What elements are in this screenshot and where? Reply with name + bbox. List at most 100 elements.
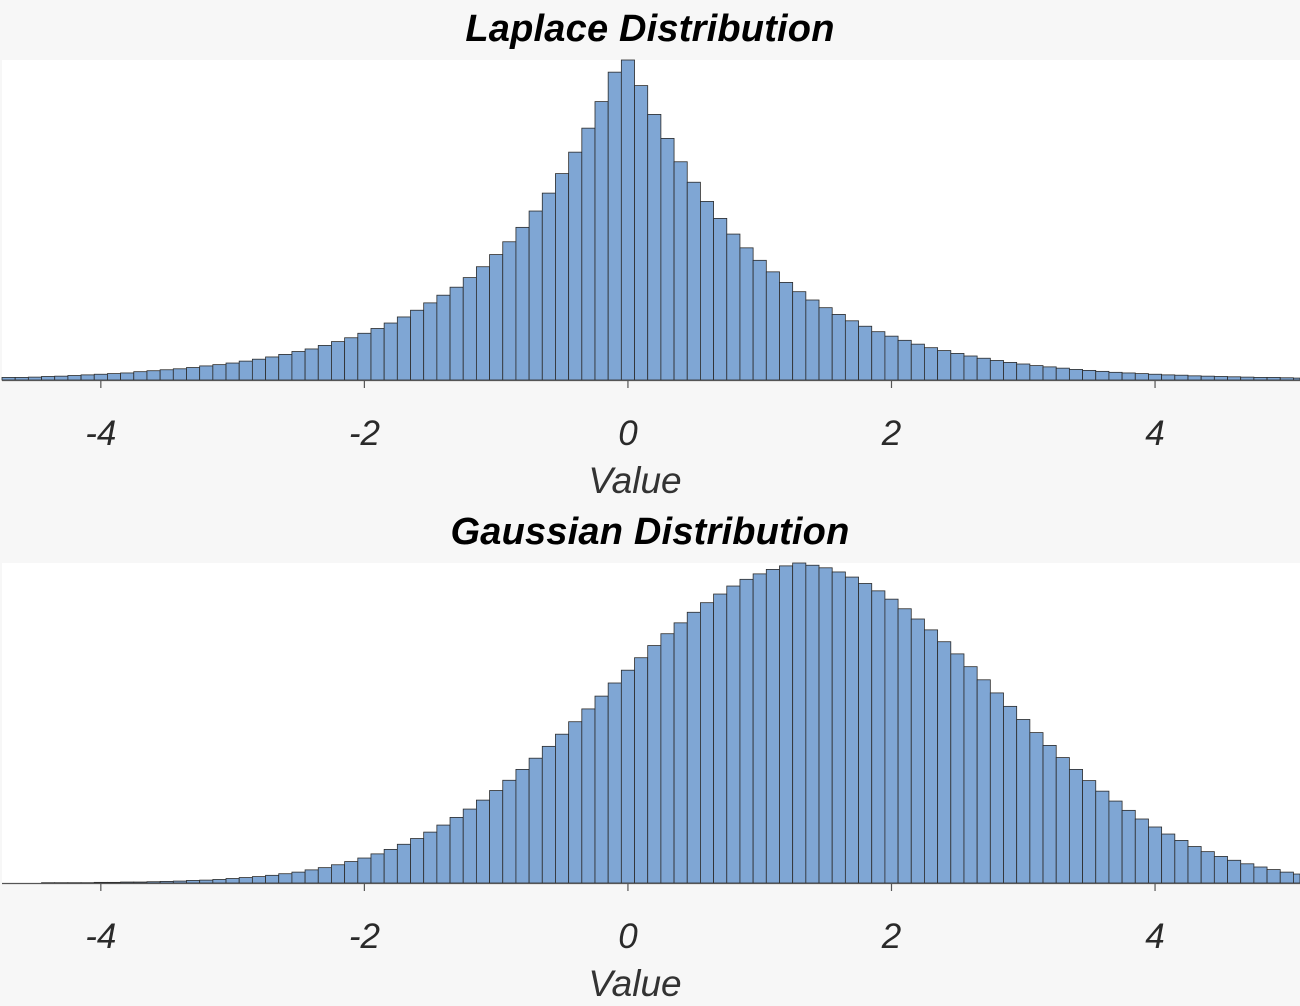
histogram-bar — [357, 857, 372, 884]
histogram-bar — [528, 757, 543, 884]
histogram-bar — [792, 291, 807, 381]
histogram-bar — [317, 867, 332, 884]
histogram-bar — [765, 271, 780, 381]
histogram-bar — [1121, 809, 1136, 884]
x-axis-label: Value — [588, 460, 682, 501]
histogram-bar — [673, 161, 688, 381]
histogram-bar — [1003, 361, 1018, 381]
histogram-bar — [159, 369, 174, 381]
histogram-bar — [726, 233, 741, 381]
histogram-bar — [924, 347, 939, 381]
histogram-bar — [1108, 371, 1123, 381]
histogram-bar — [831, 571, 846, 884]
histogram-bar — [871, 590, 886, 884]
x-tick-label: 2 — [881, 414, 901, 453]
histogram-bar — [1029, 365, 1044, 381]
histogram-bar — [383, 322, 398, 381]
histogram-bar — [1200, 851, 1215, 884]
x-tick-label: 0 — [618, 917, 638, 956]
histogram-bar — [515, 226, 530, 381]
histogram-bar — [344, 861, 359, 884]
histogram-bar — [133, 371, 148, 381]
histogram-bar — [331, 341, 346, 381]
histogram-bar — [779, 281, 794, 381]
histogram-bar — [1227, 859, 1242, 884]
histogram-bar — [963, 666, 978, 884]
histogram-bar — [568, 151, 583, 381]
histogram-bar — [80, 374, 95, 381]
histogram-bar — [1108, 800, 1123, 884]
histogram-bar — [410, 309, 425, 381]
histogram-bar — [555, 733, 570, 884]
histogram-bar — [792, 562, 807, 884]
histogram-bar — [1161, 833, 1176, 884]
histogram-bar — [871, 331, 886, 381]
histogram-bar — [700, 602, 714, 884]
histogram-bar — [383, 848, 398, 884]
histogram-bar — [884, 335, 899, 381]
histogram-bar — [541, 745, 556, 884]
histogram-bar — [726, 585, 741, 884]
histogram-bar — [502, 779, 517, 884]
histogram-bar — [331, 864, 346, 884]
histogram-bar — [884, 598, 899, 884]
histogram-bar — [660, 137, 675, 381]
histogram-bar — [752, 573, 767, 884]
x-tick-label: -4 — [85, 917, 116, 956]
histogram-bar — [779, 565, 794, 884]
x-tick-label: -2 — [349, 917, 380, 956]
histogram-bar — [1266, 869, 1281, 884]
x-tick-label: 0 — [618, 414, 638, 453]
histogram-bar — [225, 878, 240, 884]
histogram-bar — [1253, 866, 1268, 884]
histogram-bar — [805, 299, 820, 381]
gaussian-histogram: -4 -2 0 2 4 — [2, 562, 1300, 956]
histogram-bar — [1174, 374, 1189, 381]
histogram-bar — [607, 682, 622, 884]
histogram-bar — [489, 254, 504, 381]
histogram-bar — [700, 201, 714, 381]
histogram-bar — [1174, 840, 1189, 884]
histogram-bar — [172, 368, 187, 381]
histogram-bar — [607, 71, 622, 381]
histogram-bar — [910, 343, 925, 381]
histogram-bar — [989, 360, 1004, 381]
histogram-bar — [555, 173, 570, 381]
histogram-bar — [515, 768, 530, 884]
histogram-bar — [634, 85, 649, 381]
histogram-bar — [475, 799, 490, 884]
histogram-bar — [805, 564, 820, 884]
histogram-bar — [858, 325, 873, 381]
histogram-bar — [502, 241, 517, 381]
histogram-bar — [41, 376, 56, 381]
histogram-bar — [858, 583, 873, 884]
histogram-bar — [713, 593, 728, 884]
histogram-bar — [844, 320, 859, 381]
histogram-bar — [212, 364, 227, 381]
histogram-bar — [541, 192, 556, 381]
histogram-bar — [1213, 856, 1228, 884]
histogram-bar — [357, 332, 372, 381]
histogram-bar — [93, 373, 108, 381]
histogram-bar — [199, 365, 214, 381]
histogram-bar — [423, 302, 438, 381]
histogram-bar — [568, 721, 583, 884]
histogram-bar — [976, 357, 991, 381]
histogram-bar — [449, 286, 464, 381]
histogram-bar — [1240, 376, 1255, 381]
x-tick-label: 4 — [1145, 414, 1164, 453]
histogram-bar — [107, 373, 121, 381]
histogram-bar — [594, 695, 609, 884]
histogram-bar — [291, 351, 306, 381]
histogram-bar — [1016, 719, 1031, 884]
histogram-bar — [634, 657, 649, 884]
histogram-bar — [265, 356, 280, 381]
chart-title: Laplace Distribution — [465, 8, 835, 50]
histogram-bar — [489, 790, 504, 884]
histogram-bar — [159, 880, 174, 884]
histogram-bar — [963, 355, 978, 381]
histogram-bar — [1213, 376, 1228, 381]
histogram-bar — [225, 362, 240, 381]
histogram-bar — [1055, 367, 1070, 381]
histogram-bar — [1003, 705, 1018, 884]
